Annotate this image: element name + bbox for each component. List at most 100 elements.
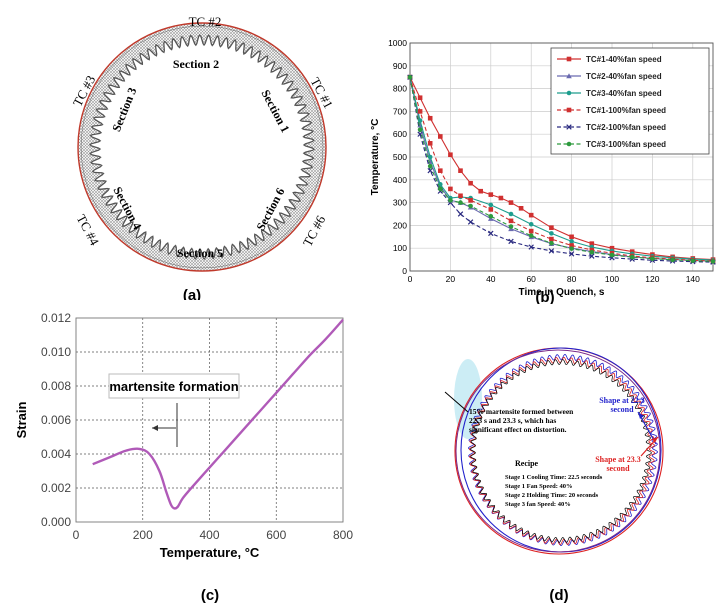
legend-entry: TC#3-100%fan speed [586, 140, 666, 149]
legend-entry: TC#1-100%fan speed [586, 106, 666, 115]
data-point [488, 230, 494, 237]
ring-teeth [88, 33, 316, 261]
data-point [566, 141, 572, 147]
shape-blue-label: second [610, 405, 634, 414]
data-point [458, 200, 463, 205]
data-point [438, 186, 443, 192]
legend: TC#1-40%fan speed TC#2-40%fan speed TC#3-4… [550, 47, 710, 155]
annotation-arrowhead [152, 425, 158, 431]
x-tick-label: 200 [133, 528, 153, 542]
shape-teeth-red [469, 357, 655, 545]
data-point [549, 231, 554, 236]
data-point [498, 195, 504, 201]
data-point [468, 203, 473, 209]
data-point [468, 180, 473, 186]
grid [76, 318, 343, 522]
x-tick-label: 120 [645, 274, 659, 284]
shape-red-label: second [606, 464, 630, 473]
data-point [569, 234, 574, 240]
ring-section-diagram: TC #2 TC #1 TC #3 TC #4 TC #6 Section 2 … [70, 14, 337, 300]
shape-outlines [454, 347, 664, 555]
data-point [569, 243, 574, 248]
y-tick-label: 0.008 [41, 379, 71, 393]
data-point [457, 211, 464, 217]
legend-entry: TC#2-100%fan speed [586, 123, 666, 132]
y-tick-label: 400 [393, 175, 407, 185]
panel-label-b: (b) [535, 289, 554, 304]
data-point [427, 163, 433, 169]
y-tick-label: 0.004 [41, 447, 71, 461]
tc-label: TC #4 [74, 212, 103, 248]
shape-blue-label: Shape at 22.3 [599, 396, 645, 405]
legend-entry: TC#3-40%fan speed [586, 89, 662, 98]
data-point [566, 56, 572, 62]
y-tick-label: 800 [393, 84, 407, 94]
data-point [710, 259, 716, 264]
legend-entry: TC#1-40%fan speed [586, 55, 662, 64]
section-label: Section 1 [258, 87, 292, 134]
shape-teeth-black [470, 359, 652, 543]
data-point [488, 192, 494, 197]
data-point [438, 134, 443, 139]
data-point [427, 115, 433, 121]
shape-red-label: Shape at 23.3 [595, 455, 641, 464]
note-line: significant effect on distortion. [469, 425, 567, 434]
data-point [448, 186, 453, 192]
x-tick-label: 60 [526, 274, 536, 284]
blue-arrowhead [638, 412, 644, 419]
recipe-line: Stage 3 fan Speed: 40% [505, 501, 571, 508]
series-group [92, 318, 344, 510]
y-tick-label: 600 [393, 129, 407, 139]
data-point [650, 256, 655, 261]
x-tick-label: 600 [266, 528, 286, 542]
data-point [508, 218, 514, 224]
data-point [417, 127, 423, 132]
data-point [478, 188, 483, 194]
legend-box [550, 47, 710, 155]
data-point [508, 200, 514, 205]
y-axis-label: Strain [14, 402, 29, 439]
data-point [508, 238, 514, 245]
ring-outer-inner-edge [80, 25, 324, 269]
data-point [589, 241, 595, 246]
y-tick-label: 0.012 [41, 311, 71, 325]
y-tick-label: 1000 [388, 38, 407, 48]
x-tick-label: 40 [486, 274, 496, 284]
x-axis-label: Temperature, °C [160, 545, 260, 560]
data-point [467, 219, 474, 225]
panel-label-c: (c) [201, 587, 219, 604]
y-tick-label: 0.000 [41, 515, 71, 529]
y-tick-label: 0.002 [41, 481, 71, 495]
series-line [409, 76, 714, 261]
data-point [548, 248, 555, 254]
data-point [427, 141, 433, 146]
plot-frame [75, 317, 344, 523]
data-point [569, 246, 574, 251]
data-point [438, 168, 443, 173]
data-point [569, 239, 574, 244]
distortion-shape-diagram: 15% martensite formed between 22.3 s and… [444, 347, 664, 604]
data-point [528, 212, 534, 218]
note-line: 15% martensite formed between [469, 407, 574, 416]
data-point [670, 257, 675, 263]
red-arrowhead [652, 437, 658, 443]
data-point [448, 198, 453, 203]
legend-entry: TC#2-40%fan speed [586, 72, 662, 81]
data-point [528, 244, 534, 250]
x-tick-label: 0 [408, 274, 413, 284]
note-line: 22.3 s and 23.3 s, which has [469, 416, 556, 425]
y-axis-label: Temperature, °C [370, 119, 381, 196]
note-pointer [444, 391, 469, 413]
ring-outer-edge [77, 22, 327, 272]
panel-label-a: (a) [183, 287, 201, 300]
series-6 [407, 74, 716, 264]
data-point [589, 253, 595, 259]
recipe-line: Stage 1 Fan Speed: 40% [505, 483, 573, 490]
section-label: Section 5 [177, 246, 223, 260]
chart-strain-temperature: 0 200 400 600 800 0.000 0.002 0.004 0.006 0.008 0.… [14, 311, 353, 604]
data-point [458, 193, 463, 199]
data-point [528, 228, 534, 234]
y-tick-label: 500 [393, 152, 407, 162]
strain-curve [92, 318, 344, 510]
tc-label: TC #2 [189, 14, 222, 29]
